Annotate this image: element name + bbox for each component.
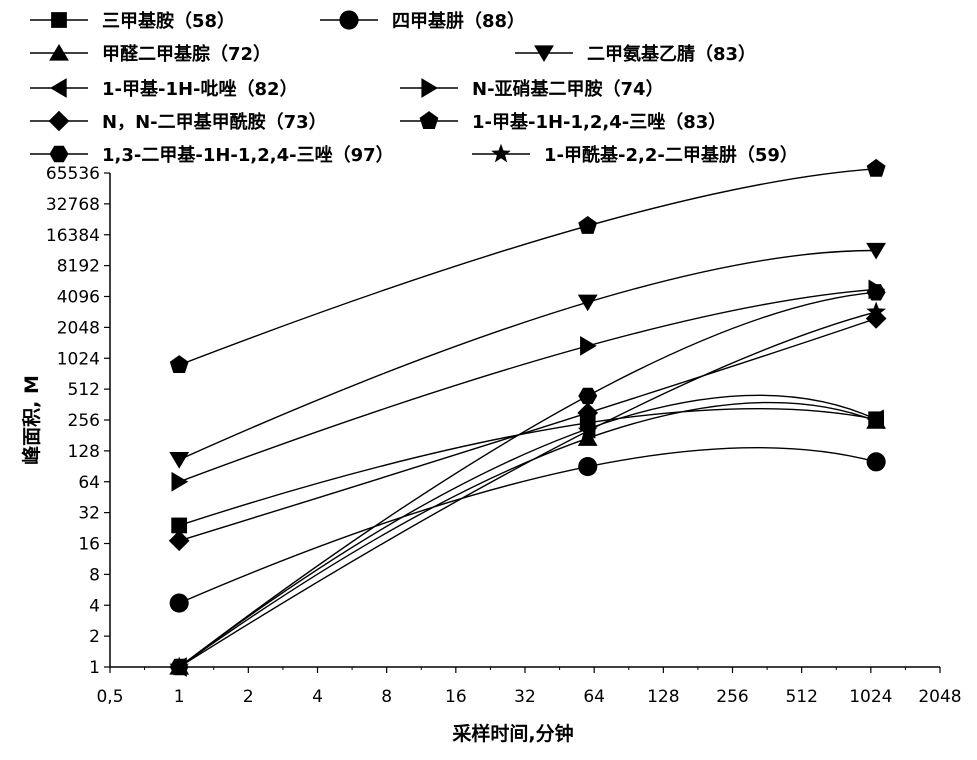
legend-marker: [49, 145, 69, 163]
series-8-point: [866, 158, 886, 177]
series-8-point: [578, 216, 598, 234]
series-2-point: [169, 593, 189, 613]
y-tick-label: 512: [68, 380, 100, 400]
x-tick-label: 2: [243, 687, 254, 707]
series-6-point: [171, 471, 189, 492]
legend-item-7: N，N-二甲基甲酰胺（73）: [30, 110, 327, 133]
series-line-8: [178, 168, 877, 366]
y-tick-label: 4: [89, 596, 100, 616]
x-axis-label: 采样时间,分钟: [452, 722, 573, 745]
series-2-point: [578, 457, 598, 477]
series-line-4: [178, 249, 877, 461]
series-8-point: [169, 355, 189, 373]
y-tick-label: 8: [89, 565, 100, 585]
series-4-point: [169, 452, 190, 469]
legend-label: 1-甲基-1H-吡唑（82）: [102, 78, 298, 100]
x-tick-label: 1024: [849, 687, 892, 707]
legend-item-1: 三甲基胺（58）: [30, 10, 235, 32]
series-7-point: [865, 308, 887, 329]
series-line-3: [178, 401, 877, 668]
series-9-point: [866, 284, 886, 301]
legend-label: N，N-二甲基甲酰胺（73）: [102, 111, 327, 133]
y-axis-label: 峰面积, M: [20, 375, 43, 465]
y-tick-label: 2048: [57, 318, 100, 338]
legend-label: 1-甲基-1H-1,2,4-三唑（83）: [472, 111, 726, 133]
legend-marker: [49, 44, 69, 61]
y-tick-label: 32: [78, 504, 100, 524]
y-tick-label: 16384: [46, 226, 100, 246]
series-2-point: [866, 452, 886, 472]
legend-item-2: 四甲基肼（88）: [320, 10, 525, 32]
legend-marker: [48, 110, 70, 132]
x-tick-label: 32: [514, 687, 536, 707]
series-1-point: [171, 517, 188, 534]
series-line-5: [178, 394, 877, 668]
legend-label: 1-甲酰基-2,2-二甲基肼（59）: [544, 144, 798, 166]
y-tick-label: 4096: [57, 288, 100, 308]
legend-item-4: 二甲氨基乙腈（83）: [515, 43, 756, 65]
y-tick-label: 8192: [57, 257, 100, 277]
series-7-point: [577, 402, 599, 424]
y-tick-label: 65536: [46, 164, 100, 184]
legend-marker: [421, 78, 438, 98]
y-tick-label: 1024: [57, 349, 100, 369]
series-4-point: [577, 294, 598, 312]
legend-item-9: 1,3-二甲基-1H-1,2,4-三唑（97）: [30, 144, 394, 166]
x-tick-label: 2048: [918, 687, 961, 707]
x-tick-label: 256: [716, 687, 748, 707]
legend-marker: [419, 111, 439, 129]
x-tick-label: 128: [647, 687, 679, 707]
legend-item-6: N-亚硝基二甲胺（74）: [400, 78, 664, 100]
x-tick-label: 1: [174, 687, 185, 707]
y-tick-label: 1: [89, 658, 100, 678]
legend-label: 三甲基胺（58）: [102, 10, 235, 32]
y-tick-label: 2: [89, 627, 100, 647]
series-7-point: [168, 530, 190, 552]
y-tick-label: 32768: [46, 195, 100, 215]
legend-marker: [491, 143, 511, 163]
y-tick-label: 256: [68, 411, 100, 431]
series-line-10: [178, 311, 877, 668]
legend-item-3: 甲醛二甲基腙（72）: [30, 43, 271, 65]
legend-marker: [339, 10, 359, 30]
legend-marker: [534, 45, 554, 62]
y-tick-label: 128: [68, 442, 100, 462]
legend-label: 甲醛二甲基腙（72）: [102, 43, 271, 65]
series-10-point: [577, 420, 598, 440]
legend-marker: [50, 78, 67, 98]
series-line-2: [178, 447, 877, 604]
legend-marker: [51, 12, 67, 28]
legend-label: 1,3-二甲基-1H-1,2,4-三唑（97）: [102, 144, 394, 166]
series-lines: [178, 168, 877, 668]
legend-label: 二甲氨基乙腈（83）: [587, 43, 756, 65]
series-5-point: [867, 409, 884, 430]
x-tick-label: 8: [381, 687, 392, 707]
series-10-point: [169, 656, 189, 676]
y-tick-label: 16: [78, 535, 100, 555]
series-4-point: [866, 242, 886, 260]
x-tick-label: 16: [445, 687, 467, 707]
legend-label: N-亚硝基二甲胺（74）: [472, 78, 664, 100]
legend-item-10: 1-甲酰基-2,2-二甲基肼（59）: [472, 143, 798, 166]
y-tick-label: 64: [78, 473, 100, 493]
series-3-point: [577, 429, 598, 446]
series-9-point: [578, 387, 598, 405]
legend-label: 四甲基肼（88）: [392, 10, 525, 32]
series-markers: [168, 158, 887, 677]
x-tick-label: 0,5: [96, 687, 123, 707]
x-tick-label: 4: [312, 687, 323, 707]
x-tick-label: 64: [583, 687, 605, 707]
series-10-point: [866, 301, 886, 321]
legend: 三甲基胺（58） 四甲基肼（88） 甲醛二甲基腙（72） 二甲氨基乙腈（83） 1-甲基…: [30, 10, 798, 166]
legend-item-5: 1-甲基-1H-吡唑（82）: [30, 78, 298, 100]
x-tick-label: 512: [785, 687, 817, 707]
axes: 0,5 1 2 4 8 16 32 64 128 256 512 1024 2048 1 2 4 8 16 32 64…: [46, 164, 962, 707]
legend-item-8: 1-甲基-1H-1,2,4-三唑（83）: [400, 111, 726, 133]
series-6-point: [580, 336, 597, 356]
